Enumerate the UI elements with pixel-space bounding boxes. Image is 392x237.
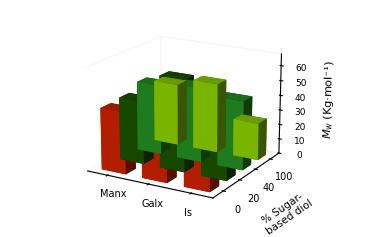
Y-axis label: % Sugar-
based diol: % Sugar- based diol [258,189,314,237]
